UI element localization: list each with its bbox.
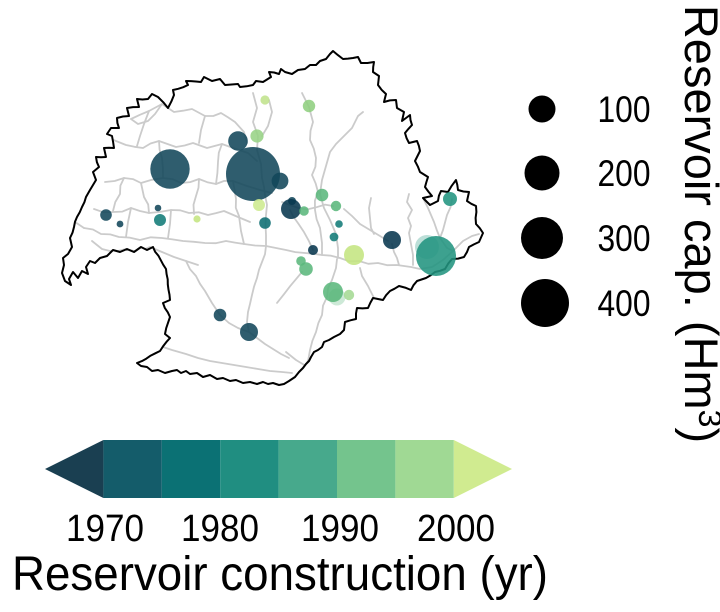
svg-text:1990: 1990 <box>301 508 379 550</box>
svg-text:1970: 1970 <box>66 508 144 550</box>
svg-text:300: 300 <box>598 218 651 259</box>
svg-text:1980: 1980 <box>181 508 259 550</box>
svg-text:200: 200 <box>598 153 651 194</box>
svg-text:Reservoir construction (yr): Reservoir construction (yr) <box>12 548 548 601</box>
svg-text:Reservoir cap. (Hm3): Reservoir cap. (Hm3) <box>675 5 720 443</box>
svg-text:2000: 2000 <box>417 508 495 550</box>
svg-text:100: 100 <box>598 89 651 130</box>
svg-text:400: 400 <box>598 283 651 324</box>
